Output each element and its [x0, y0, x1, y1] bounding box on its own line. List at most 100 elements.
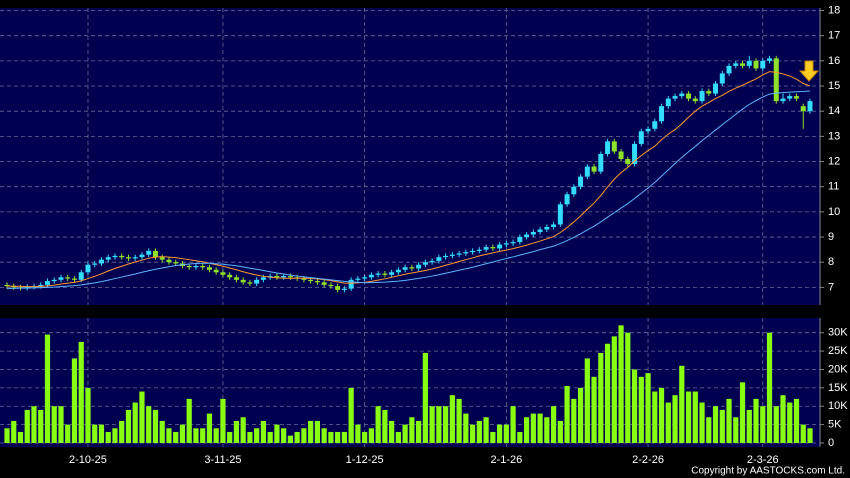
candle-body	[362, 277, 368, 279]
candle-body	[328, 284, 334, 287]
candle-body	[625, 159, 631, 165]
candle-body	[767, 58, 773, 61]
candle-body	[443, 255, 449, 258]
y-tick-label: 14	[828, 105, 840, 117]
candle-body	[497, 244, 503, 249]
volume-bar	[321, 428, 327, 443]
candle-body	[186, 265, 192, 268]
candle-body	[753, 60, 759, 69]
candle-body	[449, 254, 455, 256]
volume-bar	[800, 424, 806, 443]
volume-bar	[625, 332, 631, 443]
candle-body	[740, 63, 746, 66]
volume-bar	[341, 431, 347, 443]
candle-body	[112, 255, 118, 258]
candle-body	[159, 257, 165, 260]
volume-bar	[78, 341, 84, 443]
volume-bar	[362, 431, 368, 443]
candle-body	[524, 234, 530, 238]
volume-bar	[726, 398, 732, 443]
candle-body	[220, 272, 226, 275]
volume-bar	[685, 391, 692, 443]
x-tick-label: 2-3-26	[747, 454, 779, 466]
candle-body	[422, 262, 428, 265]
candle-body	[389, 272, 395, 275]
candle-body	[551, 224, 557, 227]
volume-bar	[227, 431, 233, 443]
volume-bar	[753, 398, 759, 443]
volume-bar	[355, 424, 361, 443]
candle-body	[503, 243, 509, 245]
volume-bar	[112, 428, 118, 443]
candle-body	[368, 274, 374, 278]
volume-bar	[537, 413, 543, 443]
grid	[0, 8, 824, 447]
volume-bar	[409, 417, 415, 443]
volume-bar	[422, 352, 428, 443]
y-tick-label: 16	[828, 55, 840, 67]
y-tick-label: 15	[828, 80, 840, 92]
arrow-annotation	[798, 60, 820, 82]
volume-bar	[38, 409, 44, 443]
candle-body	[341, 288, 347, 290]
volume-bar	[179, 424, 186, 443]
candle-body	[132, 257, 138, 259]
volume-bar	[652, 391, 658, 443]
candle-body	[375, 273, 381, 275]
volume-bar	[523, 417, 530, 443]
volume-bar	[267, 431, 273, 443]
candle-body	[281, 276, 287, 278]
volume-bar	[416, 420, 422, 443]
candle-body	[436, 257, 442, 261]
volume-bar	[746, 409, 752, 443]
y-tick-label: 20K	[828, 363, 848, 375]
volume-bar	[780, 395, 786, 443]
volume-bar	[463, 413, 469, 443]
candle-body	[213, 269, 219, 273]
candle-body	[146, 250, 152, 255]
volume-bar	[544, 417, 550, 443]
candle-body	[773, 58, 779, 102]
candle-body	[719, 73, 725, 84]
y-tick-label: 25K	[828, 345, 848, 357]
volume-bar	[17, 431, 24, 443]
volume-bar	[496, 424, 503, 443]
volume-bar	[699, 402, 705, 443]
candle-body	[544, 226, 550, 230]
candle-body	[11, 286, 17, 288]
volume-bar	[564, 386, 570, 443]
candle-body	[780, 98, 786, 102]
price-panel	[0, 8, 820, 305]
candle-body	[4, 284, 10, 287]
volume-bar	[200, 428, 206, 443]
volume-bar	[618, 325, 624, 443]
volume-bar	[233, 420, 240, 443]
volume-bar	[260, 420, 267, 443]
candle-body	[564, 194, 570, 205]
candle-body	[193, 265, 199, 268]
candle-body	[51, 279, 57, 282]
volume-bar	[591, 376, 597, 443]
candle-body	[537, 229, 543, 233]
candle-body	[470, 250, 476, 253]
candle-body	[355, 278, 361, 280]
candle-body	[287, 276, 293, 278]
volume-bar	[132, 402, 138, 443]
volume-bar	[638, 376, 644, 443]
volume-bar	[773, 406, 779, 443]
volume-bar	[604, 343, 611, 443]
candle-body	[787, 96, 793, 99]
volume-bar	[645, 373, 651, 443]
volume-bar	[51, 406, 57, 443]
volume-bar	[186, 398, 192, 443]
volume-bar	[739, 382, 746, 443]
volume-bar	[220, 398, 226, 443]
candle-body	[98, 259, 104, 264]
candle-body	[308, 279, 314, 282]
candle-body	[807, 101, 813, 112]
candle-body	[794, 96, 800, 99]
candle-body	[659, 106, 665, 122]
candle-body	[699, 91, 705, 102]
candle-body	[200, 265, 206, 268]
